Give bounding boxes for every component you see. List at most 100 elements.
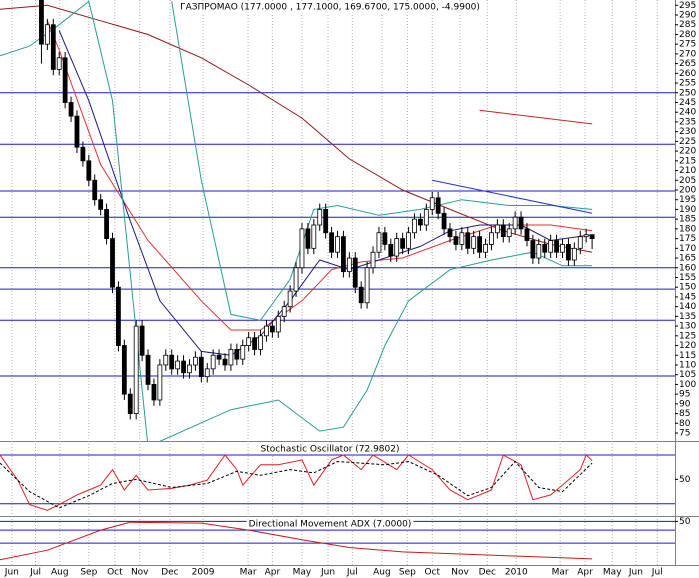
y-tick-label: 130 — [679, 322, 696, 332]
y-tick-label: 210 — [679, 166, 696, 176]
candle-body — [181, 360, 186, 374]
candle-body — [554, 240, 559, 253]
x-tick-label: Oct — [424, 568, 440, 578]
y-tick-label: 225 — [679, 137, 696, 147]
candle-body — [429, 197, 435, 210]
x-tick-label: Mar — [552, 568, 569, 578]
indicator-line — [46, 20, 593, 331]
candle-body — [494, 224, 500, 234]
y-tick-label: 105 — [679, 370, 696, 380]
candle-body — [483, 244, 488, 253]
y-tick-label: 200 — [679, 185, 696, 195]
y-tick-label: 260 — [679, 69, 696, 79]
y-tick-label: 220 — [679, 147, 696, 157]
candle-body — [506, 228, 512, 238]
candle-body — [589, 234, 595, 239]
candle-body — [293, 267, 299, 292]
candle-body — [465, 232, 471, 249]
y-tick-label: 175 — [679, 234, 696, 244]
y-tick-label: 245 — [679, 98, 696, 108]
x-tick-label: Aug — [373, 568, 391, 578]
indicator-line — [432, 179, 593, 214]
indicator-line — [0, 454, 593, 511]
y-tick-label: 285 — [679, 20, 696, 30]
candle-body — [86, 160, 92, 181]
candle-body — [281, 306, 287, 317]
candle-body — [577, 236, 583, 249]
candle-body — [512, 216, 518, 230]
y-tick-label: 170 — [679, 244, 696, 254]
x-tick-label: Apr — [265, 568, 281, 578]
candle-body — [192, 356, 198, 366]
candle-body — [133, 325, 139, 414]
y-tick-label: 140 — [679, 302, 696, 312]
candle-body — [68, 102, 74, 117]
candle-body — [110, 238, 115, 288]
y-tick-label: 85 — [679, 409, 690, 419]
candle-body — [447, 228, 453, 238]
title-background — [258, 444, 402, 455]
candle-body — [187, 364, 192, 374]
indicator-line — [479, 109, 593, 125]
candle-body — [56, 57, 62, 70]
candle-body — [477, 236, 483, 253]
x-tick-label: Sep — [399, 568, 416, 578]
x-tick-label: 2009 — [192, 568, 215, 578]
x-tick-label: Apr — [577, 568, 593, 578]
candle-body — [518, 216, 524, 230]
y-tick-label: 90 — [679, 399, 691, 409]
y-tick-label: 135 — [679, 312, 696, 322]
y-tick-label: 275 — [679, 40, 696, 50]
candle-body — [258, 335, 263, 350]
candle-body — [453, 236, 459, 245]
candle-body — [116, 286, 121, 346]
candle-body — [566, 244, 571, 261]
y-tick-label: 190 — [679, 205, 696, 215]
y-tick-label: 255 — [679, 79, 696, 89]
candle-body — [222, 358, 228, 366]
candle-body — [530, 240, 536, 259]
candle-body — [163, 354, 169, 366]
panel — [0, 520, 675, 561]
candle-body — [157, 364, 163, 401]
candle-body — [583, 234, 589, 238]
x-tick-label: Nov — [131, 568, 149, 578]
candle-body — [145, 354, 151, 385]
candle-body — [394, 238, 400, 257]
y-tick-label: 110 — [679, 360, 696, 370]
indicator-line — [171, 1, 593, 321]
x-tick-label: Mar — [240, 568, 257, 578]
candle-body — [74, 115, 80, 148]
y-tick-label: 155 — [679, 273, 696, 283]
indicator-line — [0, 521, 593, 561]
y-tick-label: 180 — [679, 224, 696, 234]
candle-body — [536, 244, 542, 259]
candle-body — [524, 228, 530, 241]
y-tick-label: 115 — [679, 351, 696, 361]
candle-body — [210, 354, 216, 370]
y-tick-label: 120 — [679, 341, 696, 351]
y-tick-label: 150 — [679, 283, 696, 293]
indicator-line — [58, 30, 593, 356]
candle-body — [127, 393, 133, 414]
y-tick-label: 230 — [679, 127, 696, 137]
candle-body — [459, 232, 465, 245]
candle-body — [311, 224, 317, 249]
y-tick-label: 50 — [679, 475, 691, 485]
y-tick-label: 270 — [679, 49, 696, 59]
candle-body — [240, 345, 246, 360]
y-tick-label: 295 — [679, 1, 696, 11]
candle-body — [471, 236, 477, 249]
y-tick-label: 250 — [679, 88, 696, 98]
y-tick-label: 50 — [679, 517, 691, 527]
candle-body — [571, 247, 577, 261]
candle-body — [548, 240, 554, 253]
y-tick-label: 100 — [679, 380, 696, 390]
y-tick-label: 215 — [679, 156, 696, 166]
x-tick-label: Dec — [479, 568, 496, 578]
candle-body — [364, 267, 370, 304]
candle-body — [62, 57, 68, 103]
y-tick-label: 145 — [679, 292, 696, 302]
candle-body — [358, 286, 364, 304]
